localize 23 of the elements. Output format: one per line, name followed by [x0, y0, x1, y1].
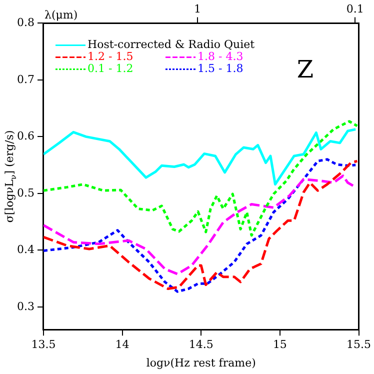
y-tick-label: 0.7	[16, 72, 34, 86]
x-tick-label: 15.5	[346, 338, 372, 352]
annotation: Z	[296, 55, 314, 84]
x2-tick-label: 0.1	[346, 2, 364, 16]
x2-axis-title: λ(μm)	[44, 8, 78, 22]
x-tick-label: 15	[272, 338, 287, 352]
legend-label: 1.5 - 1.8	[197, 62, 244, 76]
y-tick-label: 0.5	[16, 186, 34, 200]
legend-label: 1.8 - 4.3	[197, 50, 244, 64]
line-series	[43, 120, 358, 237]
legend-label: 0.1 - 1.2	[87, 62, 134, 76]
y-tick-label: 0.6	[16, 130, 34, 143]
x-axis-title: logν(Hz rest frame)	[146, 356, 256, 370]
y-tick-label: 0.8	[16, 16, 34, 30]
y-tick-label: 0.4	[16, 243, 34, 256]
y-tick-label: 0.3	[16, 300, 34, 313]
x-tick-label: 14.5	[188, 338, 214, 352]
x-tick-label: 13.5	[31, 338, 56, 352]
y-axis-title: σ[logνLν] (erg/s)	[2, 130, 18, 223]
x2-tick-label: 1	[194, 2, 202, 16]
legend-label: 1.2 - 1.5	[87, 50, 134, 64]
legend-label: Host-corrected & Radio Quiet	[87, 38, 256, 52]
x-tick-label: 14	[115, 338, 130, 352]
